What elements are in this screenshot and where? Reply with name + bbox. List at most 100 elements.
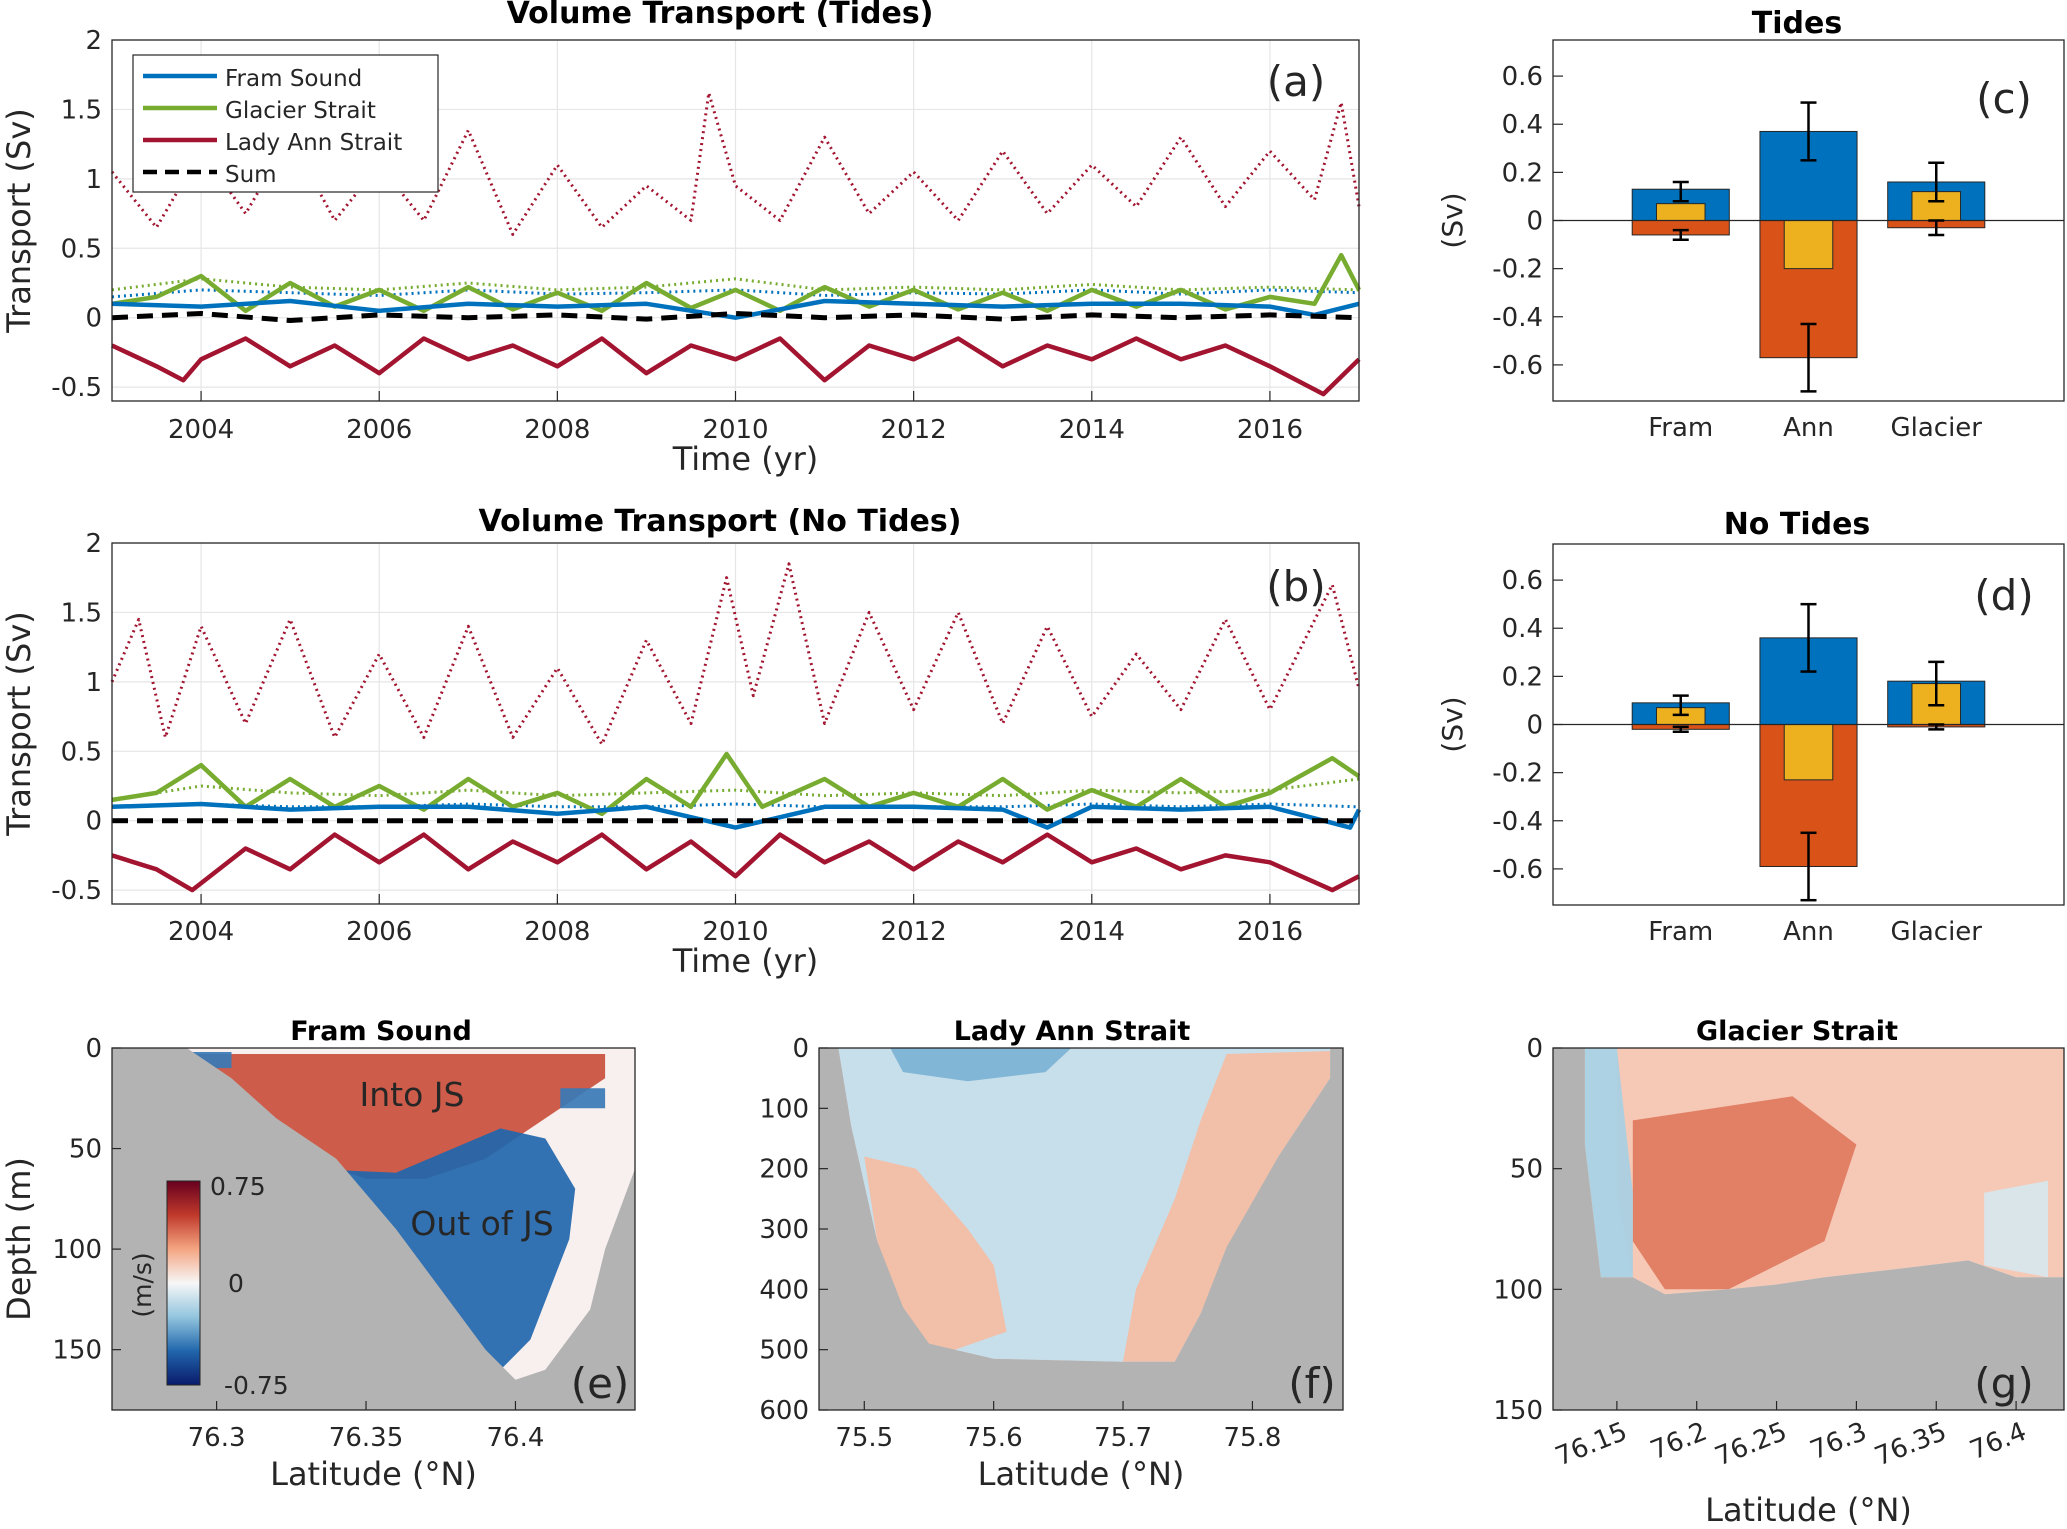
x-tick-label: 76.3: [188, 1423, 246, 1453]
x-tick-label: 76.4: [1966, 1417, 2031, 1467]
y-tick-label: 1: [85, 668, 102, 698]
legend-label-sum: Sum: [225, 162, 277, 188]
panel-f: Lady Ann Strait 75.5 75.6 75.7 75.8 0 100 200 3…: [759, 1016, 1344, 1493]
axes-box: [818, 1047, 1344, 1411]
x-axis-label: Latitude (°N): [978, 1455, 1185, 1493]
legend: Fram Sound Glacier Strait Lady Ann Strai…: [132, 54, 439, 193]
x-tick-label: 2004: [168, 415, 234, 445]
panel-d-plot: -0.6 -0.4 -0.2 0 0.2 0.4 0.6 Fram Ann Glacier (Sv): [1436, 543, 2065, 947]
panel-f-title: Lady Ann Strait: [954, 1016, 1191, 1047]
x-tick-label: 2006: [346, 415, 412, 445]
axes-box: [111, 39, 1360, 402]
colorbar-max: 0.75: [210, 1172, 266, 1201]
y-tick-label: 100: [1493, 1275, 1543, 1305]
y-axis-label: Transport (Sv): [0, 611, 38, 837]
panel-d: No Tides -0.6 -0.4 -0.2 0 0.2 0.4 0.6 Fram Ann Gl…: [1436, 507, 2065, 947]
x-tick-label: 76.35: [1871, 1417, 1951, 1473]
x-tick-label: 76.3: [1806, 1417, 1871, 1467]
y-tick-label: -0.6: [1492, 351, 1543, 381]
velocity-region-into_core: [1632, 1096, 1857, 1290]
panel-c-plot: -0.6 -0.4 -0.2 0 0.2 0.4 0.6 Fram Ann Glacier (Sv): [1436, 39, 2065, 443]
axes-box: [1552, 1047, 2065, 1411]
series-line-lady-ann-strait-solid: [111, 832, 1361, 893]
panel-b-plot: 2004 2006 2008 2010 2012 2014 2016 -0.5 0 0.5 1 1.5…: [0, 529, 1362, 980]
y-tick-label: 200: [759, 1155, 809, 1185]
y-tick-label: 2: [85, 529, 102, 559]
y-tick-label: 0: [85, 1034, 102, 1064]
series-line-lady-ann-strait-solid: [111, 336, 1361, 397]
series-line-glacier-strait-solid: [111, 751, 1361, 817]
y-axis-label: (Sv): [1436, 192, 1469, 248]
panel-c-tag: (c): [1976, 74, 2032, 123]
x-tick-label: 2014: [1059, 917, 1125, 947]
y-tick-label: 2: [85, 26, 102, 56]
bathymetry-land: [819, 1048, 1343, 1410]
colorbar-min: -0.75: [224, 1371, 289, 1400]
category-label-ann: Ann: [1783, 917, 1834, 947]
y-tick-label: 150: [1493, 1396, 1543, 1426]
panel-e-title: Fram Sound: [290, 1016, 472, 1047]
category-label-fram: Fram: [1648, 413, 1713, 443]
y-tick-label: 0.6: [1502, 62, 1543, 92]
y-tick-label: 300: [759, 1215, 809, 1245]
x-tick-label: 2012: [881, 917, 947, 947]
y-axis-label: (Sv): [1436, 696, 1469, 752]
y-tick-label: -0.5: [51, 876, 102, 906]
axes-box: [1552, 543, 2065, 906]
y-tick-label: -0.2: [1492, 255, 1543, 285]
panel-b-tag: (b): [1266, 562, 1325, 611]
panel-a-tag: (a): [1267, 57, 1326, 106]
y-tick-label: 0: [85, 807, 102, 837]
legend-label-ann: Lady Ann Strait: [225, 130, 402, 156]
x-tick-label: 2006: [346, 917, 412, 947]
x-tick-label: 2008: [524, 415, 590, 445]
y-axis-label: Transport (Sv): [0, 108, 38, 334]
y-tick-label: 100: [52, 1235, 102, 1265]
y-tick-label: 0.5: [61, 234, 102, 264]
panel-g-tag: (g): [1974, 1359, 2033, 1408]
y-tick-label: -0.6: [1492, 855, 1543, 885]
bathymetry-land: [112, 1048, 635, 1410]
y-tick-label: 0.4: [1502, 110, 1543, 140]
x-tick-label: 2004: [168, 917, 234, 947]
y-tick-label: -0.4: [1492, 303, 1543, 333]
velocity-region-out: [560, 1088, 606, 1109]
y-tick-label: 0: [85, 304, 102, 334]
panel-g: Glacier Strait 76.15 76.2 76.25 76.3 76.35 76…: [1493, 1016, 2065, 1529]
x-axis-label: Latitude (°N): [1705, 1491, 1912, 1529]
x-tick-label: 76.2: [1646, 1417, 1711, 1467]
bathymetry-land: [1553, 1048, 2064, 1410]
x-tick-label: 76.35: [329, 1423, 403, 1453]
x-axis-label: Latitude (°N): [270, 1455, 477, 1493]
x-tick-label: 2012: [881, 415, 947, 445]
x-tick-label: 2008: [524, 917, 590, 947]
y-tick-label: -0.2: [1492, 759, 1543, 789]
series-line-glacier-strait-dotted: [111, 777, 1360, 802]
y-tick-label: 0.2: [1502, 662, 1543, 692]
y-tick-label: 0: [1526, 1034, 1543, 1064]
category-label-glacier: Glacier: [1890, 413, 1982, 443]
y-tick-label: 100: [759, 1094, 809, 1124]
panel-b-title: Volume Transport (No Tides): [479, 504, 962, 539]
colorbar: 0.75 0 -0.75 (m/s): [128, 1172, 289, 1400]
panel-c: Tides -0.6 -0.4 -0.2 0 0.2 0.4 0.6 Fram Ann Glaci…: [1436, 6, 2065, 443]
axes-box: [111, 542, 1360, 905]
y-tick-label: 1.5: [61, 598, 102, 628]
category-label-ann: Ann: [1783, 413, 1834, 443]
x-axis-label: Time (yr): [672, 440, 819, 478]
panel-e-plot: 76.3 76.35 76.4 0 50 100 150 Latitude (°N) Depth…: [0, 1034, 636, 1493]
panel-f-plot: 75.5 75.6 75.7 75.8 0 100 200 300 400 500 600 Latit…: [759, 1034, 1344, 1493]
colorbar-scale: [166, 1180, 201, 1386]
panel-d-title: No Tides: [1724, 507, 1871, 542]
velocity-region-out: [306, 1128, 576, 1370]
axes-box: [111, 1047, 636, 1411]
into-js-label: Into JS: [360, 1075, 465, 1114]
y-tick-label: 0.6: [1502, 566, 1543, 596]
panel-e: Fram Sound 76.3 76.35 76.4 0 50 100 150 Latitud…: [0, 1016, 636, 1493]
panel-g-title: Glacier Strait: [1696, 1016, 1898, 1047]
x-tick-label: 75.5: [835, 1423, 893, 1453]
x-tick-label: 76.15: [1551, 1417, 1631, 1473]
x-axis-label: Time (yr): [672, 942, 819, 980]
x-tick-label: 2010: [702, 917, 768, 947]
